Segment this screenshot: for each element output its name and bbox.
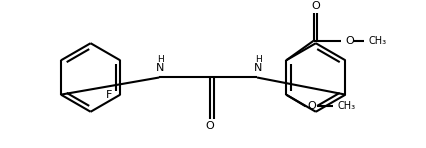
Text: CH₃: CH₃ bbox=[368, 36, 386, 46]
Text: H: H bbox=[255, 55, 262, 64]
Text: CH₃: CH₃ bbox=[337, 101, 355, 111]
Text: O: O bbox=[206, 122, 214, 131]
Text: F: F bbox=[106, 90, 112, 100]
Text: N: N bbox=[156, 63, 164, 73]
Text: N: N bbox=[254, 63, 262, 73]
Text: O: O bbox=[345, 36, 354, 46]
Text: H: H bbox=[157, 55, 164, 64]
Text: O: O bbox=[311, 1, 320, 11]
Text: O: O bbox=[308, 101, 317, 111]
